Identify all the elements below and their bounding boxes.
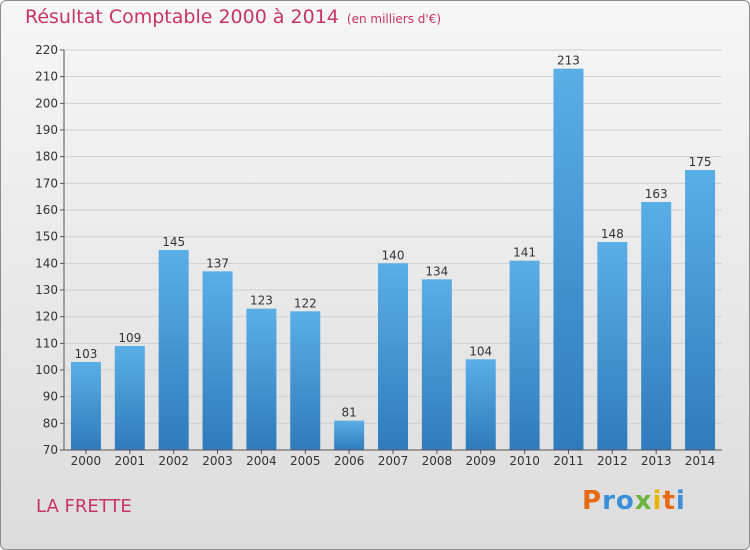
data-label: 175 — [689, 155, 712, 169]
bar-2007 — [378, 263, 408, 450]
x-tick-label: 2004 — [246, 454, 277, 468]
data-label: 140 — [382, 248, 405, 262]
x-tick-label: 2008 — [422, 454, 453, 468]
data-label: 213 — [557, 54, 580, 68]
bar-2002 — [158, 250, 189, 450]
data-label: 137 — [206, 256, 229, 270]
x-tick-label: 2014 — [685, 454, 716, 468]
y-tick-label: 210 — [35, 70, 58, 84]
y-tick-label: 170 — [35, 176, 58, 190]
y-tick-label: 180 — [35, 150, 58, 164]
y-tick-label: 200 — [35, 96, 58, 110]
bar-2006 — [334, 420, 365, 450]
data-label: 103 — [74, 347, 97, 361]
x-tick-label: 2009 — [465, 454, 496, 468]
data-label: 123 — [250, 294, 273, 308]
data-label: 145 — [162, 235, 185, 249]
y-tick-label: 80 — [43, 416, 58, 430]
data-label: 109 — [118, 331, 141, 345]
y-tick-label: 220 — [35, 43, 58, 57]
x-tick-label: 2013 — [641, 454, 672, 468]
bar-2000 — [70, 362, 101, 450]
bar-2005 — [290, 311, 321, 450]
data-label: 81 — [341, 406, 356, 420]
bar-2001 — [114, 346, 145, 450]
y-tick-label: 100 — [35, 363, 58, 377]
bars: 103 109 145 137 123 122 81 140 134 104 141 213 148 16… — [70, 54, 716, 451]
x-tick-label: 2005 — [290, 454, 321, 468]
logo-letter: x — [634, 486, 653, 516]
data-label: 104 — [469, 344, 492, 358]
data-label: 122 — [294, 296, 317, 310]
bar-2003 — [202, 271, 233, 450]
logo-letter: i — [652, 486, 663, 516]
y-tick-label: 130 — [35, 283, 58, 297]
bar-2004 — [246, 308, 277, 450]
y-tick-label: 70 — [43, 443, 58, 457]
chart-title-text: Résultat Comptable 2000 à 2014 — [25, 6, 339, 28]
logo-letter: i — [675, 486, 686, 516]
commune-name: LA FRETTE — [36, 496, 132, 517]
bar-2012 — [597, 242, 628, 450]
x-tick-label: 2006 — [334, 454, 365, 468]
bar-2011 — [553, 68, 584, 451]
logo-letter: o — [615, 486, 635, 516]
data-label: 134 — [425, 264, 448, 278]
data-label: 163 — [645, 187, 668, 201]
chart-title: Résultat Comptable 2000 à 2014 (en millie… — [25, 6, 441, 28]
bar-2008 — [421, 279, 452, 450]
bar-2009 — [465, 359, 496, 450]
y-tick-label: 120 — [35, 310, 58, 324]
proxiti-logo[interactable]: Proxiti — [582, 486, 686, 516]
logo-letter: t — [662, 486, 676, 516]
bar-2013 — [641, 202, 672, 450]
x-tick-label: 2010 — [509, 454, 540, 468]
y-tick-label: 140 — [35, 256, 58, 270]
y-tick-label: 160 — [35, 203, 58, 217]
y-tick-label: 90 — [43, 390, 58, 404]
bar-2010 — [509, 260, 540, 450]
chart-subtitle: (en milliers d'€) — [346, 12, 442, 26]
x-tick-label: 2003 — [202, 454, 233, 468]
y-tick-label: 150 — [35, 230, 58, 244]
bar-2014 — [685, 170, 716, 450]
axes: 7080901001101201301401501601701801902002… — [35, 43, 722, 468]
x-tick-label: 2011 — [553, 454, 584, 468]
x-tick-label: 2007 — [378, 454, 409, 468]
data-label: 141 — [513, 246, 536, 260]
x-tick-label: 2001 — [115, 454, 146, 468]
x-tick-label: 2002 — [158, 454, 189, 468]
y-tick-label: 190 — [35, 123, 58, 137]
logo-letter: P — [582, 486, 603, 516]
x-tick-label: 2012 — [597, 454, 628, 468]
y-tick-label: 110 — [35, 336, 58, 350]
logo-letter: r — [602, 486, 616, 516]
data-label: 148 — [601, 227, 624, 241]
x-tick-label: 2000 — [71, 454, 102, 468]
